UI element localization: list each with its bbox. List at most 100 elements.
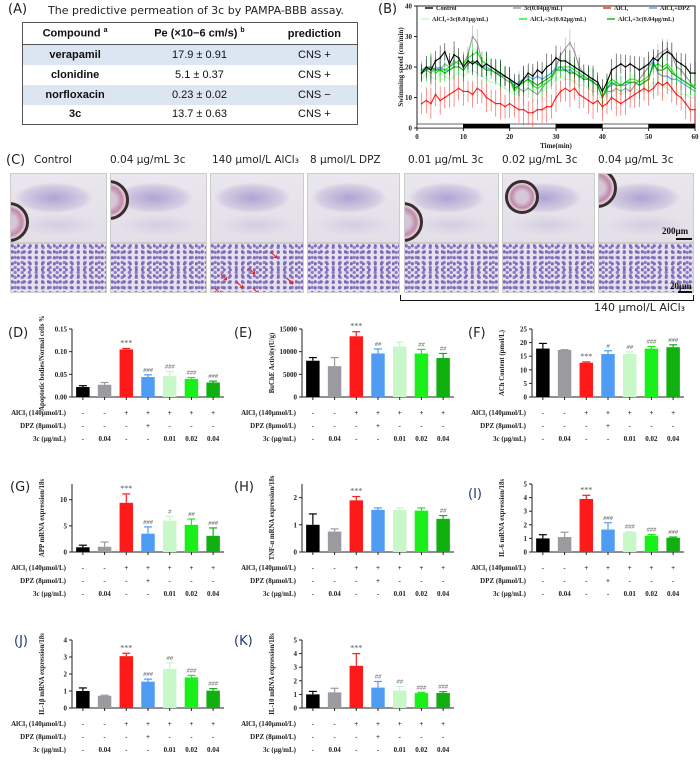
treatment-value: - [442,577,445,585]
treatment-label: 3c (µg/mL) [263,746,297,754]
treatment-value: + [168,409,172,417]
series-AlCl₃+3c(0.02µg/mL) [420,38,696,110]
bar [536,348,550,397]
data-point [680,78,682,81]
treatment-value: + [584,564,588,572]
table-header-row: Compound a Pe (×10−6 cm/s) b prediction [22,22,358,45]
y-tick-label: 0.15 [55,326,68,334]
bar [414,353,429,397]
bar-group: ## + - 0.04 [436,345,450,443]
bar [206,535,220,552]
data-point [675,75,678,78]
bar [119,656,134,708]
data-point [527,72,530,74]
dark-phase-bar [648,123,696,129]
data-point [555,56,557,59]
treatment-value: - [542,422,545,430]
treatment-label: DPZ (8µmol/L) [480,577,527,585]
panel-b-label: (B) [378,2,398,17]
data-point [573,87,576,90]
y-tick-label: 0 [294,549,298,557]
bar [414,693,429,708]
dark-phase-bar [463,123,510,129]
treatment-value: - [355,435,358,443]
legend-label: AlCl₃+3c(0.02µg/mL) [530,16,586,23]
bar [306,694,320,708]
table-row: 3c 13.7 ± 0.63 CNS + [23,105,358,125]
significance-label: ## [440,345,447,352]
treatment-label: DPZ (8µmol/L) [20,733,67,741]
bar-group: # + - 0.01 [162,508,177,598]
bar [644,535,659,552]
data-point [684,66,687,68]
treatment-label: DPZ (8µmol/L) [20,422,67,430]
legend-entry: AlCl₃+3c(0.04µg/mL) [607,16,674,23]
data-point [430,102,432,105]
treatment-value: + [146,409,150,417]
significance-label: ### [208,681,219,688]
data-point [504,75,506,78]
treatment-value: - [103,564,106,572]
bar-group: ## + - 0.02 [184,511,199,598]
treatment-label: DPZ (8µmol/L) [250,733,297,741]
data-point [619,63,622,65]
bar [436,358,450,397]
y-tick-label: 5 [64,522,68,530]
significance-label: *** [120,484,132,493]
treatment-value: 0.04 [207,746,220,754]
treatment-value: - [399,422,402,430]
treatment-value: 0.02 [645,590,658,598]
data-point [624,81,627,84]
treatment-value: - [125,733,128,741]
bar [97,695,112,708]
bar-group: ### + + - [141,671,155,754]
series-AlCl₃ [420,69,696,128]
y-tick-label: 10 [520,366,528,374]
bar [349,665,364,708]
bar-group: - - 0.04 [97,694,112,754]
prediction-cell: CNS − [271,84,358,105]
panel-a-label: (A) [8,2,28,17]
data-point [518,108,520,111]
data-point [670,53,673,56]
bar [141,533,155,552]
bar [76,387,90,397]
panel-label: (G) [10,480,31,495]
treatment-value: - [103,733,106,741]
data-point [531,111,534,114]
data-point [569,90,571,93]
series-line [421,50,695,93]
data-point [652,56,655,59]
y-axis-label: Swimming speed (cm/min) [397,27,405,107]
data-point [480,90,483,93]
treatment-value: 0.02 [415,435,428,443]
treatment-value: + [606,564,610,572]
bar-group: ### + + - [141,519,155,598]
treatment-value: - [125,746,128,754]
treatment-value: + [124,564,128,572]
apoptosis-arrow-icon: ➘ [269,248,280,262]
treatment-value: - [82,409,85,417]
y-tick-label: 1 [294,691,298,699]
data-point [666,81,669,84]
panel-label: (D) [8,326,29,341]
compound-cell: norfloxacin [22,84,128,105]
treatment-value: - [650,577,653,585]
treatment-value: + [146,422,150,430]
data-point [596,99,599,102]
bar-group: - - - [76,385,90,443]
treatment-value: + [189,720,193,728]
treatment-value: - [212,422,215,430]
data-point [670,72,673,74]
significance-label: ### [165,364,176,371]
treatment-value: - [147,746,150,754]
treatment-value: - [103,720,106,728]
bar [184,677,199,708]
treatment-value: + [628,409,632,417]
bar-group: - - 0.04 [557,349,572,443]
bar [392,509,407,552]
data-point [545,105,548,108]
data-point [485,96,488,99]
significance-label: ### [438,684,449,691]
data-point [462,90,465,93]
